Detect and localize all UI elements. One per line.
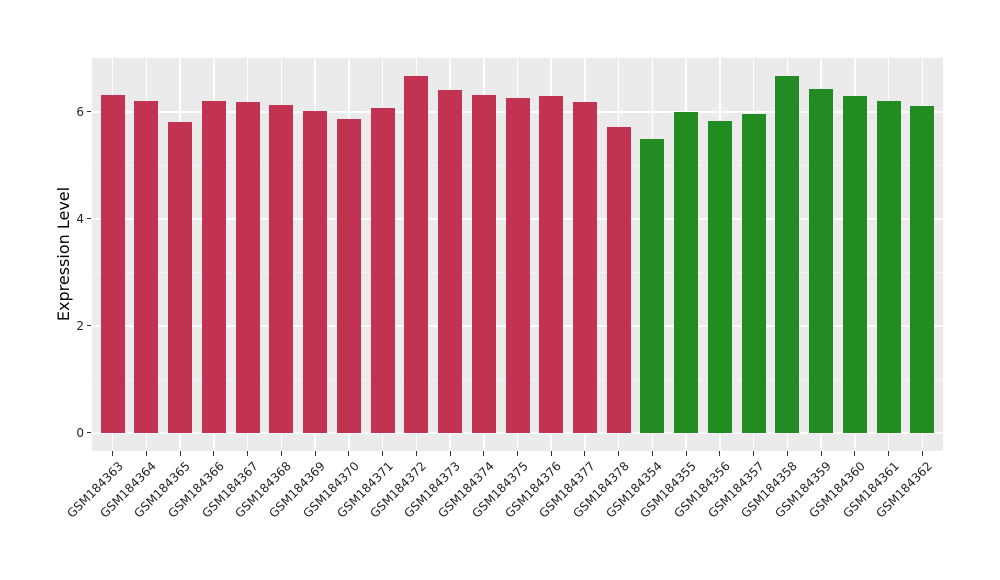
bar-GSM184364 (134, 101, 159, 433)
bar-GSM184370 (336, 118, 361, 433)
x-tick-mark (584, 451, 586, 456)
x-tick-mark (314, 451, 316, 456)
bar-GSM184360 (842, 96, 867, 433)
bar-GSM184378 (606, 126, 631, 433)
bar-GSM184356 (707, 121, 732, 433)
y-tick-label: 4 (76, 211, 84, 226)
bar-GSM184354 (640, 138, 665, 433)
y-tick-label: 0 (76, 425, 84, 440)
x-tick-mark (415, 451, 417, 456)
bar-GSM184371 (370, 108, 395, 433)
y-tick-mark (86, 111, 91, 113)
y-tick-mark (86, 218, 91, 220)
bar-GSM184365 (168, 121, 193, 433)
x-tick-mark (247, 451, 249, 456)
x-tick-mark (348, 451, 350, 456)
x-tick-mark (786, 451, 788, 456)
y-tick-label: 2 (76, 318, 84, 333)
x-tick-mark (685, 451, 687, 456)
x-tick-mark (719, 451, 721, 456)
x-tick-mark (213, 451, 215, 456)
y-tick-label: 6 (76, 104, 84, 119)
x-tick-mark (517, 451, 518, 456)
x-tick-mark (280, 451, 282, 456)
y-tick-mark (86, 325, 91, 327)
x-tick-mark (483, 451, 485, 456)
bar-GSM184366 (201, 100, 226, 433)
bar-GSM184368 (269, 105, 294, 433)
bar-GSM184361 (876, 101, 901, 433)
x-tick-mark (651, 451, 653, 456)
x-tick-mark (449, 451, 451, 456)
bar-GSM184377 (572, 102, 597, 433)
bar-GSM184367 (235, 101, 260, 433)
x-tick-mark (112, 451, 114, 456)
x-tick-mark (854, 451, 856, 456)
y-axis-title: Expression Level (54, 186, 73, 322)
bar-GSM184376 (539, 96, 564, 433)
x-tick-mark (550, 451, 552, 456)
bar-GSM184359 (809, 88, 834, 433)
bar-GSM184358 (775, 76, 800, 433)
bar-GSM184363 (100, 94, 125, 433)
bar-GSM184374 (471, 94, 496, 433)
x-tick-mark (179, 451, 181, 456)
bar-GSM184362 (910, 106, 935, 433)
x-tick-mark (753, 451, 755, 456)
x-tick-mark (382, 451, 384, 456)
bar-GSM184375 (505, 97, 530, 433)
x-tick-mark (921, 451, 923, 456)
bar-GSM184372 (404, 75, 429, 433)
x-tick-mark (618, 451, 620, 456)
bar-GSM184373 (438, 89, 463, 433)
bar-GSM184357 (741, 113, 766, 433)
bar-GSM184369 (303, 111, 328, 433)
bar-GSM184355 (674, 112, 699, 433)
y-tick-mark (86, 432, 91, 434)
x-tick-mark (820, 451, 822, 456)
x-tick-mark (145, 451, 147, 456)
x-tick-mark (888, 451, 890, 456)
